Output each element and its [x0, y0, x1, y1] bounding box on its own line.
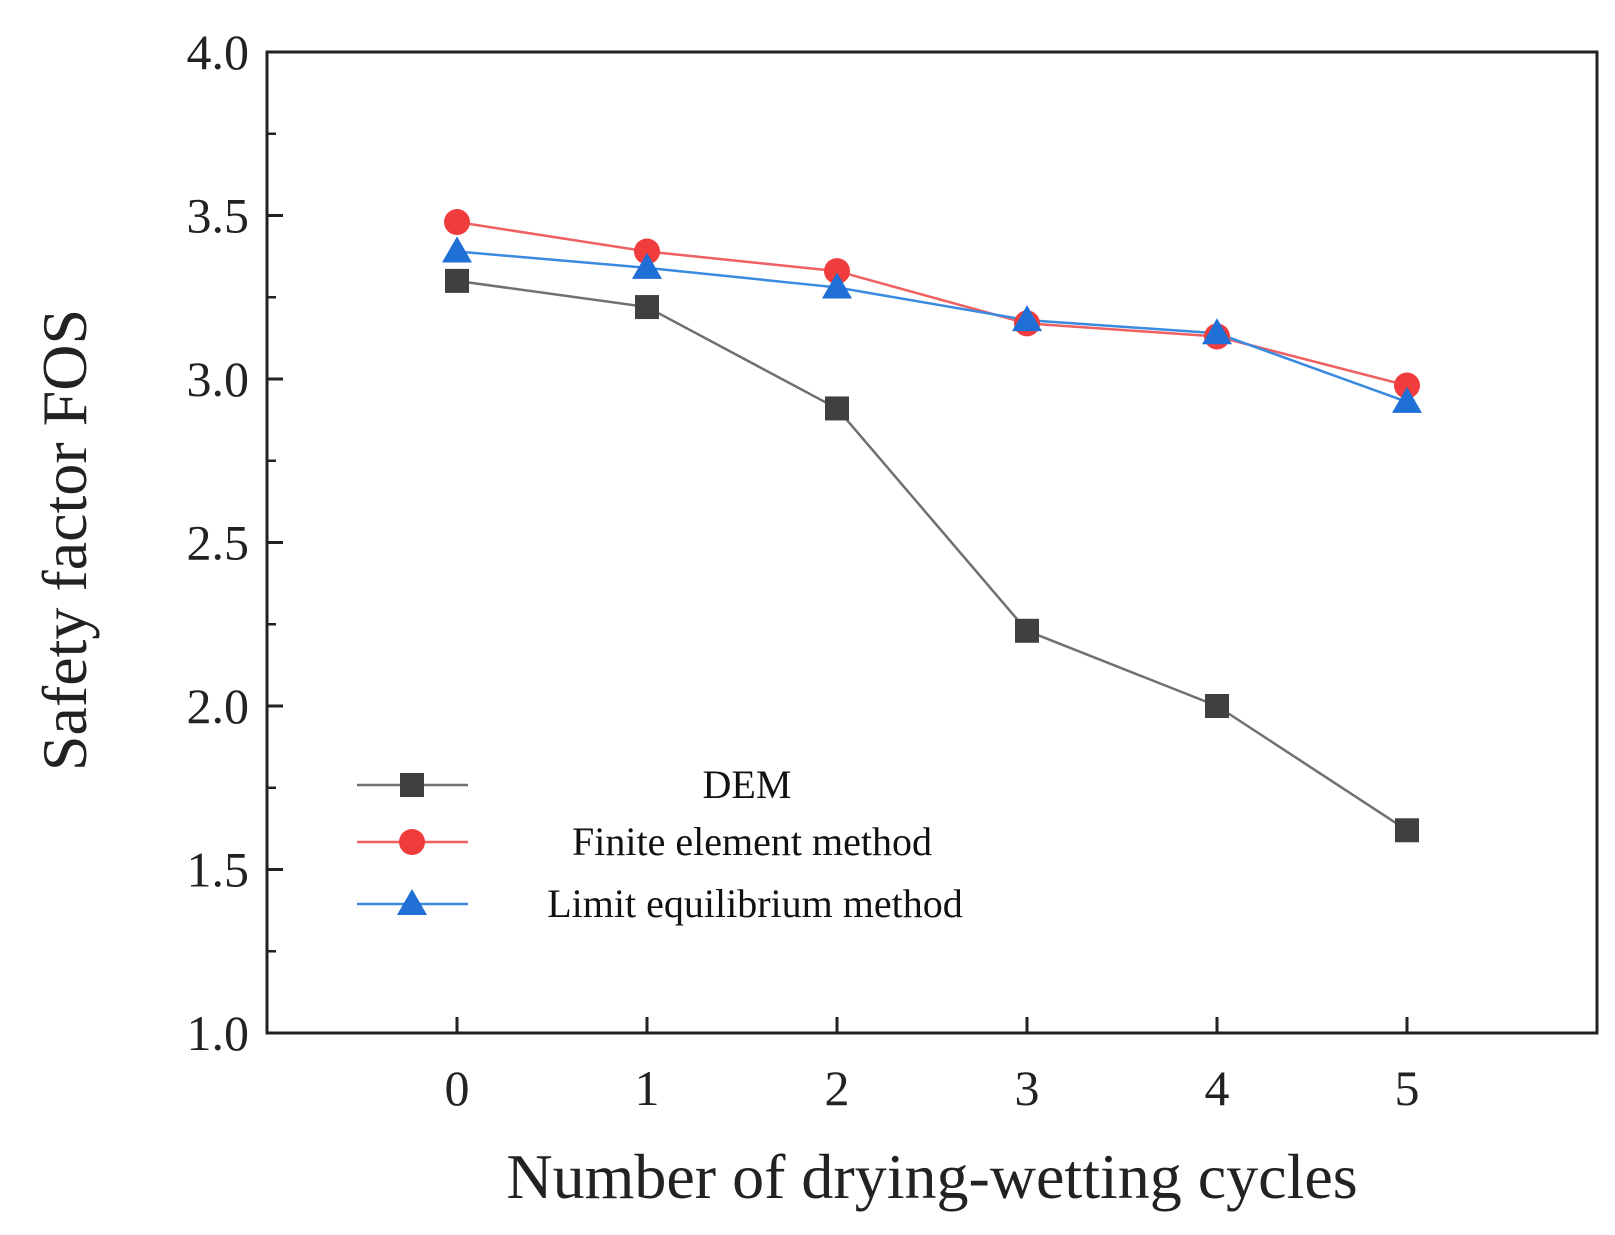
- series-line-dem: [456, 279, 1408, 832]
- data-point-finite-element-method: [824, 258, 850, 285]
- legend-label: Limit equilibrium method: [547, 881, 963, 926]
- y-tick-label: 1.0: [187, 1005, 250, 1061]
- y-tick-label: 4.0: [187, 24, 250, 80]
- y-tick-label: 3.0: [187, 351, 250, 407]
- data-point-dem: [1015, 618, 1039, 643]
- data-point-finite-element-method: [634, 238, 660, 265]
- x-tick-label: 3: [1015, 1060, 1040, 1116]
- data-point-limit-equilibrium-method: [822, 272, 852, 299]
- data-point-finite-element-method: [444, 209, 470, 236]
- data-point-dem: [635, 295, 659, 320]
- legend-marker: [400, 773, 424, 797]
- y-tick-label: 1.5: [187, 842, 250, 898]
- series-line-limit-equilibrium-method: [456, 250, 1408, 404]
- data-point-dem: [1205, 694, 1229, 718]
- x-axis-title: Number of drying-wetting cycles: [506, 1141, 1357, 1212]
- data-point-dem: [1395, 818, 1419, 843]
- legend-label: Finite element method: [572, 819, 932, 864]
- data-point-limit-equilibrium-method: [1012, 305, 1042, 332]
- axis-ticks: 1.0 1.5 2.0 2.5 3.0 3.5 4.0 0 1 2 3 4 5: [187, 24, 1420, 1116]
- y-tick-label: 2.5: [187, 515, 250, 571]
- legend-label: DEM: [703, 762, 792, 807]
- y-tick-label: 2.0: [187, 678, 250, 734]
- data-point-limit-equilibrium-method: [632, 252, 662, 279]
- data-point-limit-equilibrium-method: [1202, 318, 1232, 345]
- x-tick-label: 1: [635, 1060, 660, 1116]
- x-tick-label: 0: [445, 1060, 470, 1116]
- x-tick-label: 2: [825, 1060, 850, 1116]
- series-lines: [456, 220, 1408, 832]
- data-point-dem: [825, 396, 849, 421]
- data-point-finite-element-method: [1394, 372, 1420, 399]
- data-point-limit-equilibrium-method: [1392, 386, 1422, 413]
- legend-marker: [397, 889, 427, 915]
- x-tick-label: 5: [1395, 1060, 1420, 1116]
- legend: DEM Finite element method Limit equilibriu…: [357, 762, 963, 926]
- x-tick-label: 4: [1205, 1060, 1230, 1116]
- series-markers: [442, 209, 1422, 843]
- y-axis-title: Safety factor FOS: [29, 309, 100, 771]
- y-tick-label: 3.5: [187, 188, 250, 244]
- data-point-dem: [445, 268, 469, 293]
- data-point-limit-equilibrium-method: [442, 236, 472, 263]
- legend-marker: [399, 829, 425, 855]
